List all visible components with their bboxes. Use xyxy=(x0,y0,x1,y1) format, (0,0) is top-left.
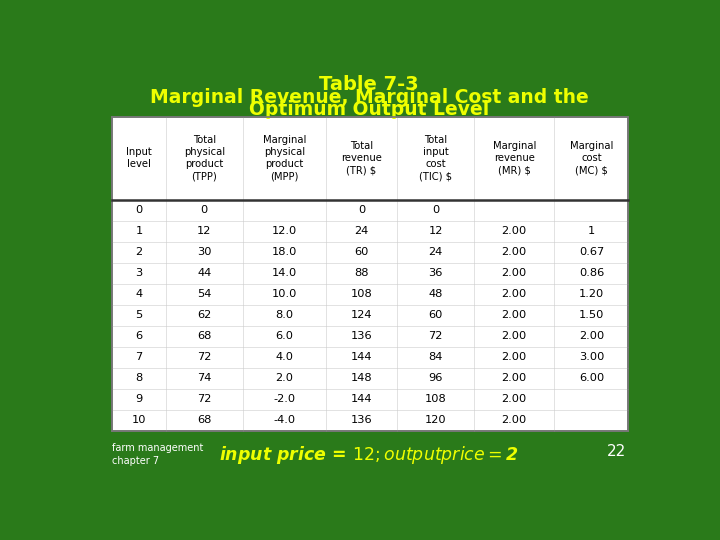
Text: 62: 62 xyxy=(197,310,212,320)
Text: 60: 60 xyxy=(354,247,369,258)
Text: 14.0: 14.0 xyxy=(271,268,297,279)
Text: Marginal Revenue, Marginal Cost and the: Marginal Revenue, Marginal Cost and the xyxy=(150,87,588,107)
Text: 30: 30 xyxy=(197,247,212,258)
FancyBboxPatch shape xyxy=(112,117,629,431)
Text: 2.00: 2.00 xyxy=(502,289,527,299)
Text: Marginal
cost
(MC) $: Marginal cost (MC) $ xyxy=(570,141,613,176)
Text: 12: 12 xyxy=(197,226,212,237)
Text: Input
level: Input level xyxy=(126,147,152,170)
Text: 54: 54 xyxy=(197,289,212,299)
Text: -2.0: -2.0 xyxy=(274,394,295,404)
Text: Table 7-3: Table 7-3 xyxy=(319,75,419,94)
Text: 108: 108 xyxy=(351,289,372,299)
Text: Total
revenue
(TR) $: Total revenue (TR) $ xyxy=(341,141,382,176)
Text: 2.00: 2.00 xyxy=(502,226,527,237)
Text: 0: 0 xyxy=(358,205,365,215)
Text: 108: 108 xyxy=(425,394,446,404)
Text: 144: 144 xyxy=(351,394,372,404)
Text: 5: 5 xyxy=(135,310,143,320)
Text: 12: 12 xyxy=(428,226,443,237)
Text: Marginal
physical
product
(MPP): Marginal physical product (MPP) xyxy=(263,136,306,181)
Text: 36: 36 xyxy=(428,268,443,279)
Text: 9: 9 xyxy=(135,394,143,404)
Text: 7: 7 xyxy=(135,352,143,362)
Text: 1.50: 1.50 xyxy=(579,310,604,320)
Text: Optimum Output Level: Optimum Output Level xyxy=(249,100,489,119)
Text: 136: 136 xyxy=(351,332,372,341)
Text: 144: 144 xyxy=(351,352,372,362)
Text: 72: 72 xyxy=(428,332,443,341)
Text: 8.0: 8.0 xyxy=(275,310,294,320)
Text: 2.00: 2.00 xyxy=(502,394,527,404)
Text: Total
physical
product
(TPP): Total physical product (TPP) xyxy=(184,136,225,181)
Text: 0: 0 xyxy=(201,205,208,215)
Text: 2.00: 2.00 xyxy=(502,247,527,258)
Text: 2.00: 2.00 xyxy=(502,373,527,383)
Text: 2.00: 2.00 xyxy=(579,332,604,341)
Text: Total
input
cost
(TIC) $: Total input cost (TIC) $ xyxy=(419,136,452,181)
Text: 48: 48 xyxy=(428,289,443,299)
Text: 0.86: 0.86 xyxy=(579,268,604,279)
Text: 44: 44 xyxy=(197,268,212,279)
Text: 68: 68 xyxy=(197,415,212,425)
Text: 22: 22 xyxy=(606,444,626,460)
Text: 2.00: 2.00 xyxy=(502,310,527,320)
Text: 136: 136 xyxy=(351,415,372,425)
Text: 96: 96 xyxy=(428,373,443,383)
Text: 148: 148 xyxy=(351,373,372,383)
Text: 88: 88 xyxy=(354,268,369,279)
Text: farm management
chapter 7: farm management chapter 7 xyxy=(112,443,204,467)
Text: 2: 2 xyxy=(135,247,143,258)
Text: -4.0: -4.0 xyxy=(274,415,295,425)
Text: Marginal
revenue
(MR) $: Marginal revenue (MR) $ xyxy=(492,141,536,176)
Text: 10: 10 xyxy=(132,415,146,425)
Text: 3: 3 xyxy=(135,268,143,279)
Text: 24: 24 xyxy=(354,226,369,237)
Text: 74: 74 xyxy=(197,373,212,383)
Text: 2.00: 2.00 xyxy=(502,352,527,362)
Text: 18.0: 18.0 xyxy=(271,247,297,258)
Text: 2.00: 2.00 xyxy=(502,268,527,279)
Text: 4: 4 xyxy=(135,289,143,299)
Text: 4.0: 4.0 xyxy=(275,352,293,362)
Text: 124: 124 xyxy=(351,310,372,320)
Text: 1: 1 xyxy=(588,226,595,237)
Text: 1: 1 xyxy=(135,226,143,237)
Text: 0: 0 xyxy=(432,205,439,215)
Text: 6.00: 6.00 xyxy=(579,373,604,383)
Text: 2.0: 2.0 xyxy=(275,373,293,383)
Text: 6: 6 xyxy=(135,332,143,341)
Text: 8: 8 xyxy=(135,373,143,383)
Text: 1.20: 1.20 xyxy=(579,289,604,299)
Text: 84: 84 xyxy=(428,352,443,362)
Text: 72: 72 xyxy=(197,394,212,404)
Text: 72: 72 xyxy=(197,352,212,362)
Text: 2.00: 2.00 xyxy=(502,415,527,425)
Text: 60: 60 xyxy=(428,310,443,320)
Text: 6.0: 6.0 xyxy=(275,332,293,341)
Text: 0: 0 xyxy=(135,205,143,215)
Text: 120: 120 xyxy=(425,415,446,425)
Text: 24: 24 xyxy=(428,247,443,258)
Text: 2.00: 2.00 xyxy=(502,332,527,341)
Text: 12.0: 12.0 xyxy=(271,226,297,237)
Text: 68: 68 xyxy=(197,332,212,341)
Text: 0.67: 0.67 xyxy=(579,247,604,258)
Text: input price = $12; output price = $2: input price = $12; output price = $2 xyxy=(219,444,519,467)
Text: 10.0: 10.0 xyxy=(271,289,297,299)
Text: 3.00: 3.00 xyxy=(579,352,604,362)
